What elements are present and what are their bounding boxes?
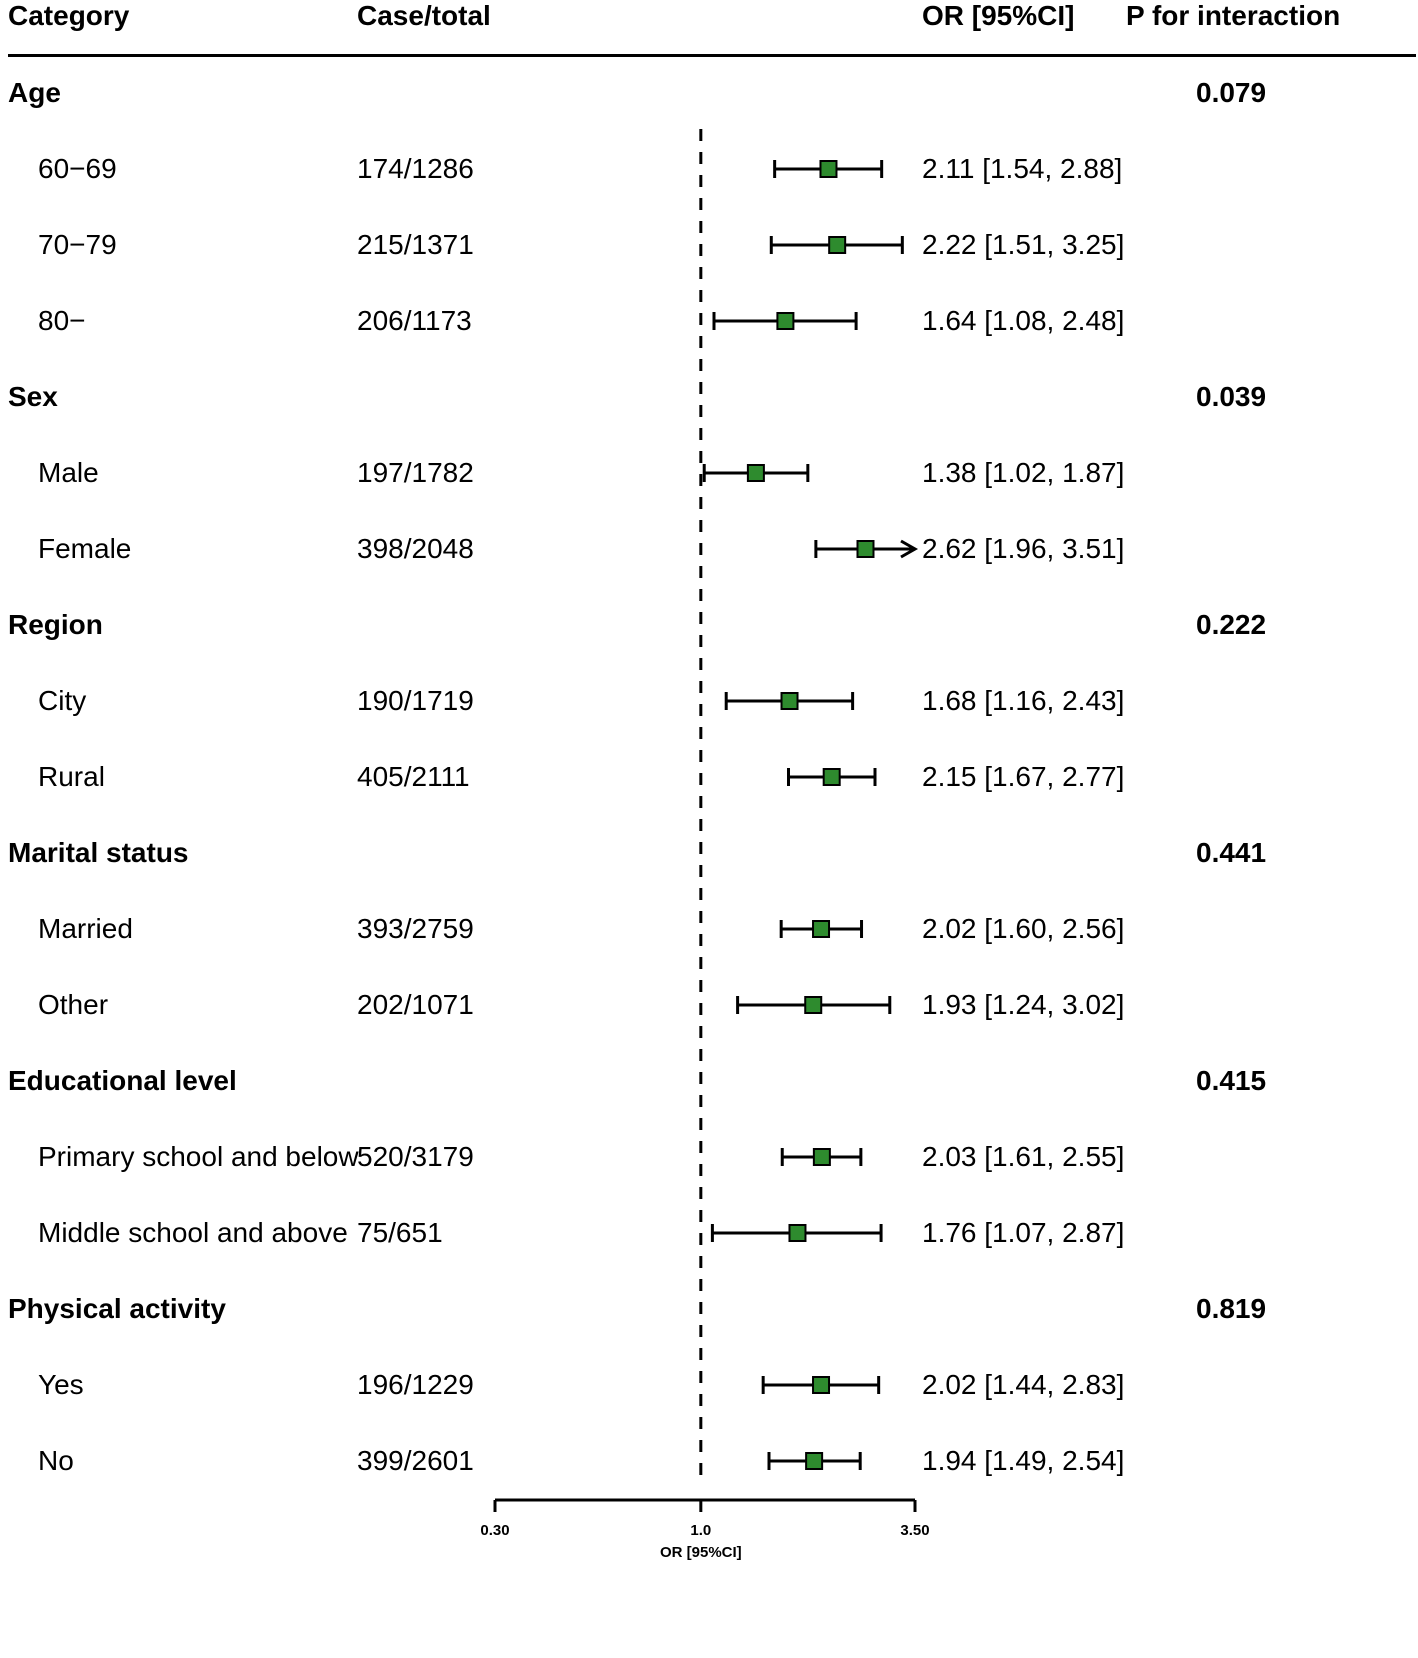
header-or-ci: OR [95%CI] <box>922 0 1075 31</box>
subgroup-label: Other <box>38 989 109 1020</box>
case-total: 206/1173 <box>357 305 472 336</box>
x-tick-label: 1.0 <box>690 1522 712 1539</box>
p-interaction-value: 0.441 <box>1196 837 1267 868</box>
or-ci-text: 2.02 [1.44, 2.83] <box>922 1369 1125 1400</box>
or-point-marker <box>812 1148 831 1166</box>
case-total: 399/2601 <box>357 1445 474 1476</box>
or-ci-text: 1.68 [1.16, 2.43] <box>922 685 1125 716</box>
case-total: 215/1371 <box>357 229 474 260</box>
or-point-marker <box>746 464 765 482</box>
subgroup-label: 60−69 <box>38 153 117 184</box>
subgroup-label: No <box>38 1445 74 1476</box>
or-point-marker <box>805 1452 824 1470</box>
or-point-marker <box>819 160 838 178</box>
p-interaction-value: 0.222 <box>1196 609 1267 640</box>
case-total: 202/1071 <box>357 989 474 1020</box>
group-label: Sex <box>8 381 58 412</box>
case-total: 393/2759 <box>357 913 474 944</box>
subgroup-label: Primary school and below <box>38 1141 359 1172</box>
or-ci-text: 2.62 [1.96, 3.51] <box>922 533 1125 564</box>
group-label: Region <box>8 609 103 640</box>
or-point-marker <box>822 768 841 786</box>
subgroup-label: Middle school and above <box>38 1217 348 1248</box>
case-total: 520/3179 <box>357 1141 474 1172</box>
case-total: 75/651 <box>357 1217 443 1248</box>
subgroup-label: Married <box>38 913 133 944</box>
group-label: Marital status <box>8 837 189 868</box>
x-axis-title: OR [95%CI] <box>659 1544 742 1561</box>
or-point-marker <box>856 540 875 558</box>
or-ci-text: 1.38 [1.02, 1.87] <box>922 457 1125 488</box>
header-category: Category <box>8 0 130 31</box>
p-interaction-value: 0.079 <box>1196 77 1267 108</box>
ci-arrow <box>900 539 919 559</box>
or-ci-text: 1.76 [1.07, 2.87] <box>922 1217 1125 1248</box>
group-label: Educational level <box>8 1065 237 1096</box>
subgroup-label: Male <box>38 457 99 488</box>
p-interaction-value: 0.819 <box>1196 1293 1267 1324</box>
or-ci-text: 2.03 [1.61, 2.55] <box>922 1141 1125 1172</box>
subgroup-label: City <box>38 685 87 716</box>
subgroup-label: Yes <box>38 1369 84 1400</box>
subgroup-label: Female <box>38 533 132 564</box>
or-ci-text: 2.22 [1.51, 3.25] <box>922 229 1125 260</box>
or-ci-text: 1.93 [1.24, 3.02] <box>922 989 1125 1020</box>
or-point-marker <box>776 312 795 330</box>
or-ci-text: 1.64 [1.08, 2.48] <box>922 305 1125 336</box>
header-p-interaction: P for interaction <box>1126 0 1341 31</box>
case-total: 190/1719 <box>357 685 474 716</box>
or-ci-text: 1.94 [1.49, 2.54] <box>922 1445 1125 1476</box>
subgroup-label: 70−79 <box>38 229 117 260</box>
p-interaction-value: 0.039 <box>1196 381 1267 412</box>
or-point-marker <box>812 1376 831 1394</box>
x-tick-label: 0.30 <box>480 1522 510 1539</box>
case-total: 174/1286 <box>357 153 474 184</box>
subgroup-label: 80− <box>38 305 86 336</box>
or-ci-text: 2.15 [1.67, 2.77] <box>922 761 1125 792</box>
subgroup-label: Rural <box>38 761 105 792</box>
or-point-marker <box>812 920 831 938</box>
case-total: 405/2111 <box>357 761 470 792</box>
or-ci-text: 2.02 [1.60, 2.56] <box>922 913 1125 944</box>
or-ci-text: 2.11 [1.54, 2.88] <box>922 153 1123 184</box>
group-label: Physical activity <box>8 1293 226 1324</box>
or-point-marker <box>780 692 799 710</box>
header-rule <box>8 54 1416 57</box>
x-tick-label: 3.50 <box>900 1522 930 1539</box>
group-label: Age <box>8 77 61 108</box>
or-point-marker <box>804 996 823 1014</box>
case-total: 398/2048 <box>357 533 474 564</box>
header-case-total: Case/total <box>357 0 491 31</box>
or-point-marker <box>828 236 847 254</box>
case-total: 197/1782 <box>357 457 474 488</box>
case-total: 196/1229 <box>357 1369 474 1400</box>
p-interaction-value: 0.415 <box>1196 1065 1267 1096</box>
or-point-marker <box>788 1224 807 1242</box>
